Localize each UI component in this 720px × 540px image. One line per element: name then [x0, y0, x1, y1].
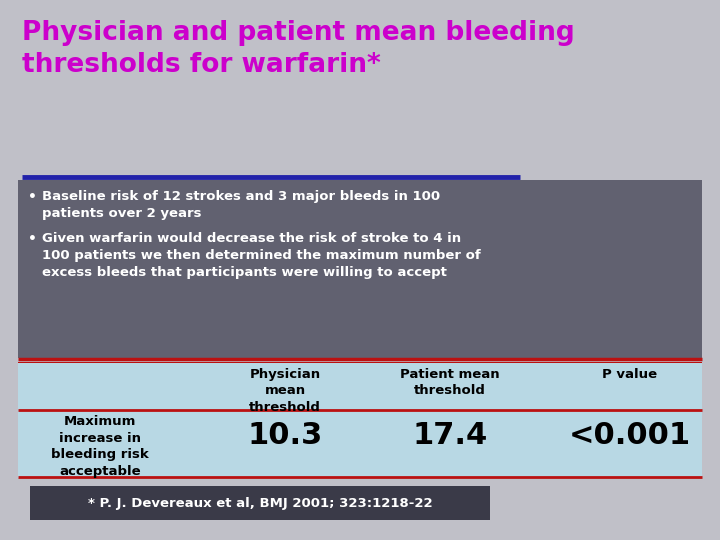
FancyBboxPatch shape [18, 363, 702, 478]
Text: Physician and patient mean bleeding: Physician and patient mean bleeding [22, 20, 575, 46]
Text: Physician
mean
threshold: Physician mean threshold [249, 368, 321, 414]
FancyBboxPatch shape [30, 486, 490, 520]
Text: Patient mean
threshold: Patient mean threshold [400, 368, 500, 397]
FancyBboxPatch shape [18, 180, 702, 358]
Text: •: • [28, 190, 37, 204]
Text: thresholds for warfarin*: thresholds for warfarin* [22, 52, 381, 78]
Text: 10.3: 10.3 [248, 421, 323, 449]
Text: •: • [28, 232, 37, 246]
Text: Baseline risk of 12 strokes and 3 major bleeds in 100: Baseline risk of 12 strokes and 3 major … [42, 190, 440, 203]
Text: 17.4: 17.4 [413, 421, 487, 449]
Text: 100 patients we then determined the maximum number of: 100 patients we then determined the maxi… [42, 249, 481, 262]
Text: P value: P value [603, 368, 657, 381]
Text: excess bleeds that participants were willing to accept: excess bleeds that participants were wil… [42, 266, 447, 279]
Text: <0.001: <0.001 [569, 421, 691, 449]
Text: Given warfarin would decrease the risk of stroke to 4 in: Given warfarin would decrease the risk o… [42, 232, 461, 245]
Text: Maximum
increase in
bleeding risk
acceptable: Maximum increase in bleeding risk accept… [51, 415, 149, 477]
Text: * P. J. Devereaux et al, BMJ 2001; 323:1218-22: * P. J. Devereaux et al, BMJ 2001; 323:1… [88, 496, 432, 510]
Text: patients over 2 years: patients over 2 years [42, 207, 202, 220]
